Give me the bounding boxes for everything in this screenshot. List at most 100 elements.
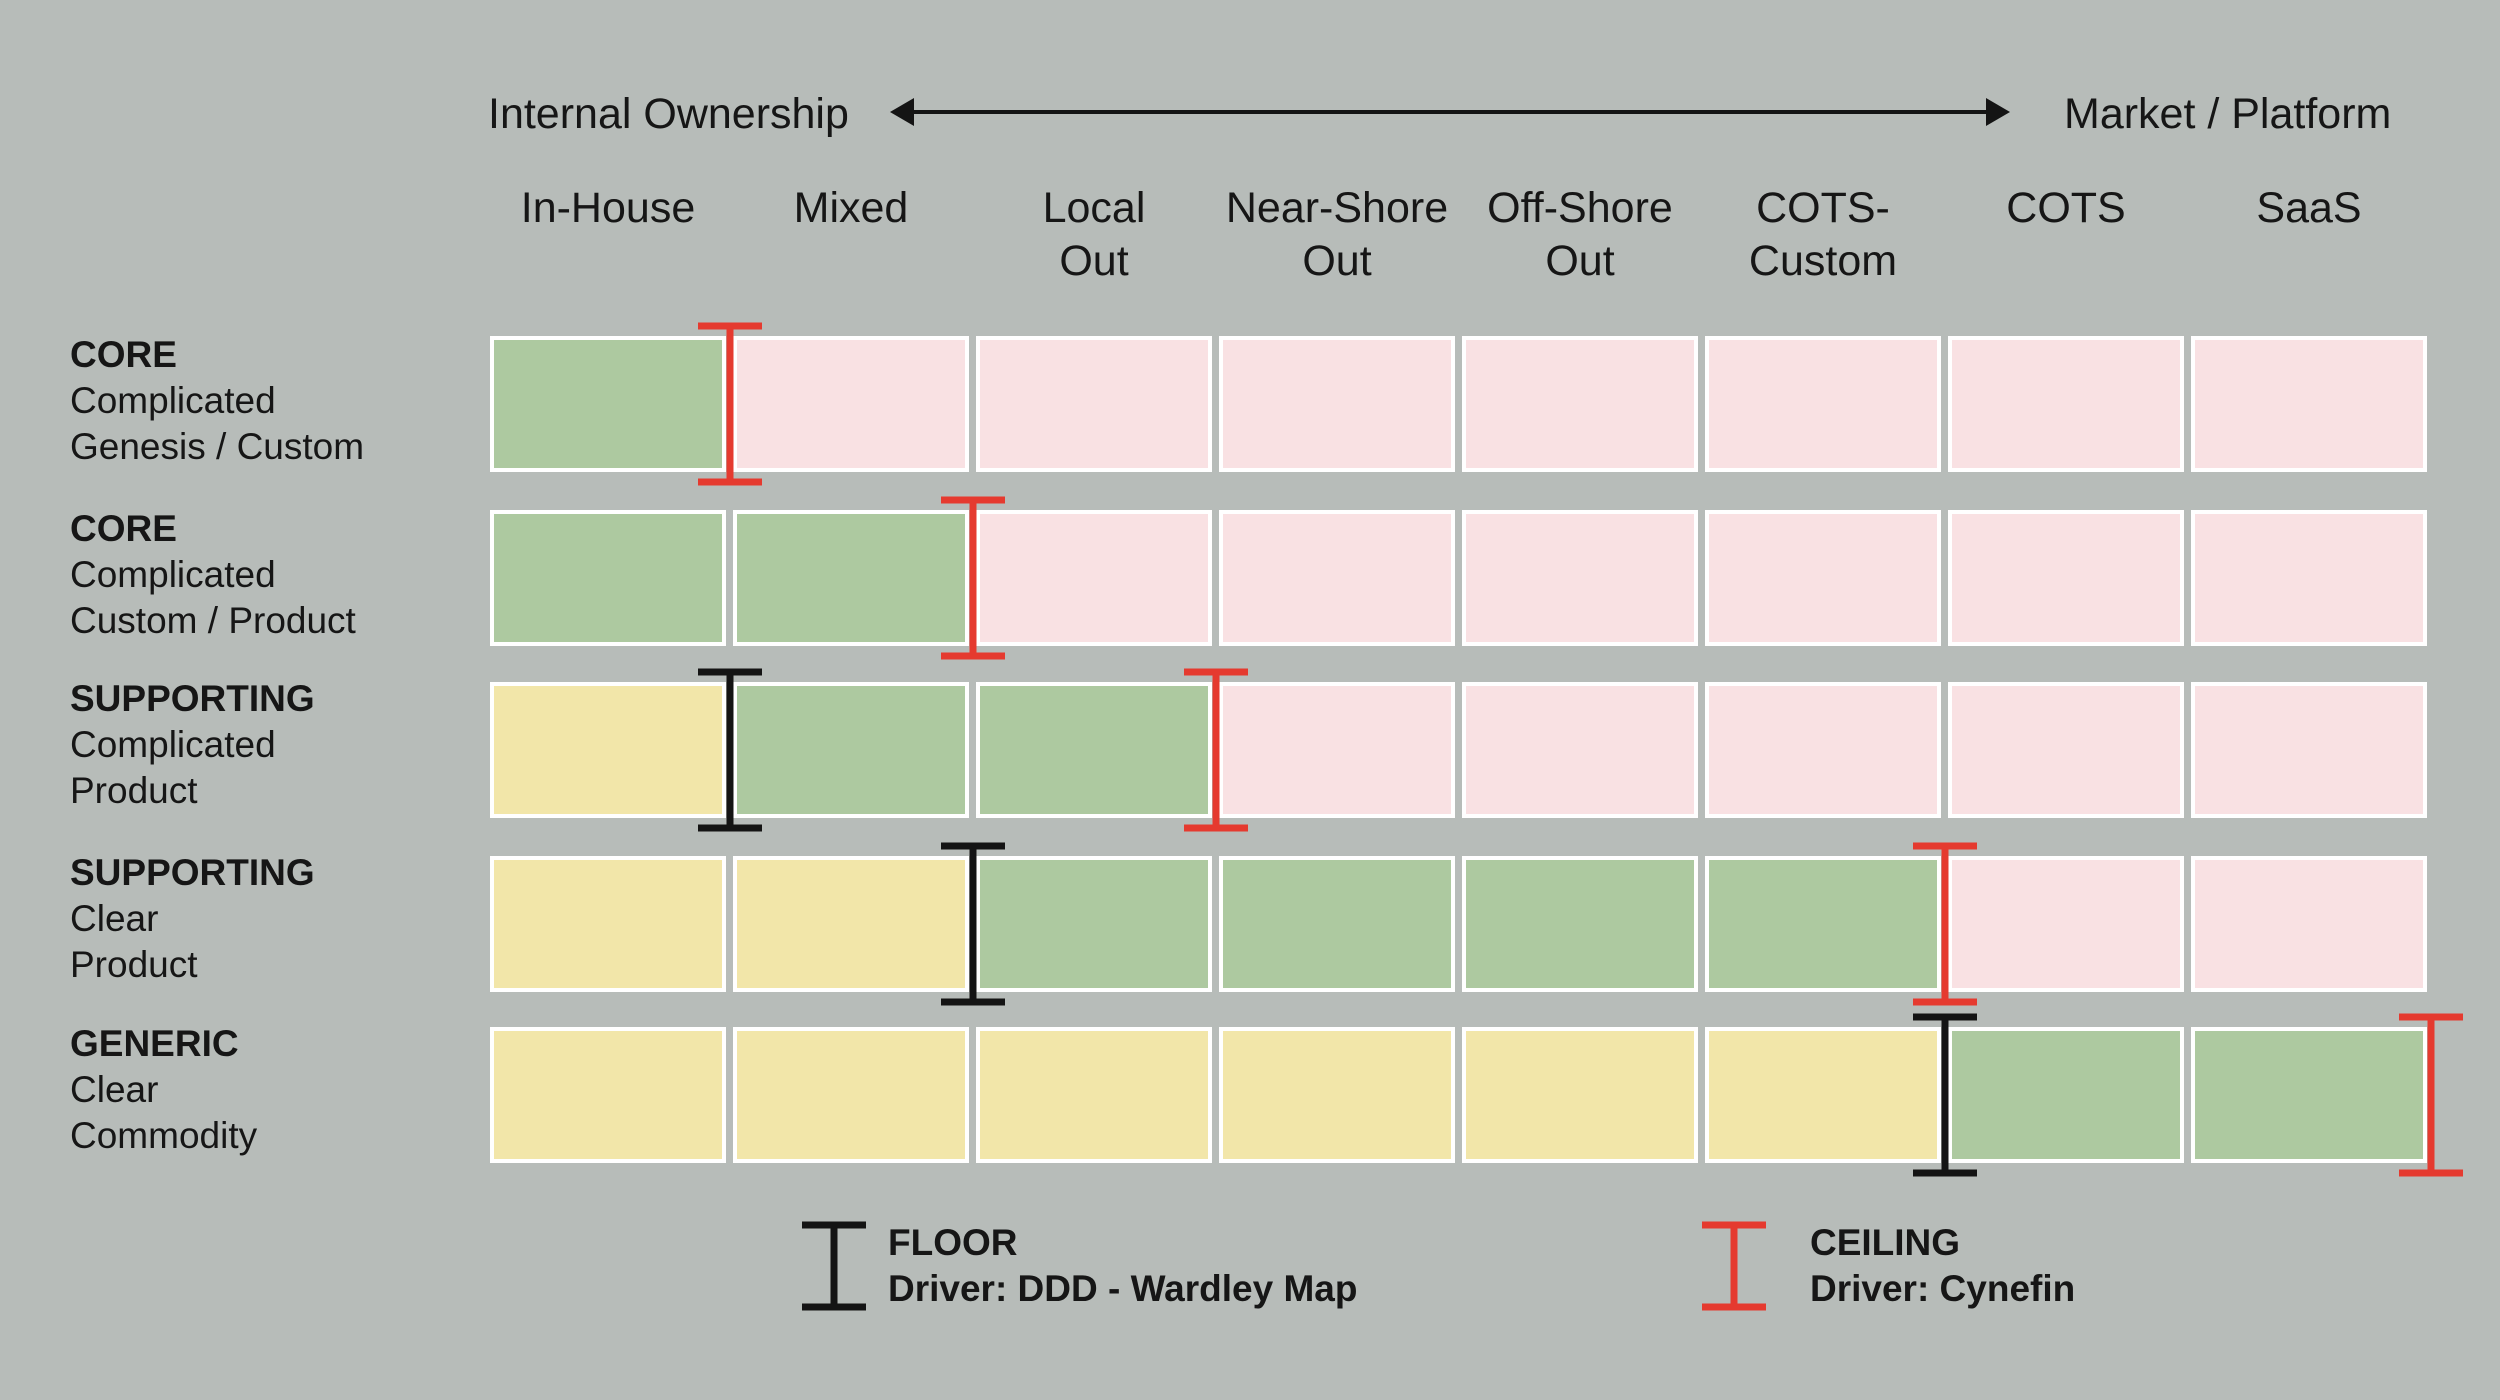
cell-green (1948, 1027, 2184, 1163)
column-header-line2: Custom (1748, 237, 1898, 285)
ceiling-marker-icon (698, 322, 762, 486)
row-label-line3: Custom / Product (70, 600, 356, 641)
column-header-line1: Mixed (793, 184, 909, 232)
row-label-line2: Complicated (70, 380, 276, 421)
row-label-2: SUPPORTING Complicated Product (70, 676, 470, 814)
cell-yellow (1462, 1027, 1698, 1163)
column-header-7: SaaS (2184, 182, 2434, 235)
cell-green (2191, 1027, 2427, 1163)
row-label-line2: Clear (70, 898, 159, 939)
column-header-line1: COTS- (1756, 184, 1890, 232)
row-label-line3: Product (70, 770, 198, 811)
ownership-axis-arrow (890, 98, 2010, 126)
cell-green (976, 682, 1212, 818)
legend-floor-driver: Driver: DDD - Wardley Map (888, 1268, 1358, 1309)
cell-pink (1462, 336, 1698, 472)
column-header-0: In-House (483, 182, 733, 235)
row-label-line3: Genesis / Custom (70, 426, 365, 467)
cell-yellow (976, 1027, 1212, 1163)
legend-ceiling: CEILING Driver: Cynefin (1810, 1220, 2075, 1312)
cell-yellow (490, 1027, 726, 1163)
cell-pink (2191, 682, 2427, 818)
row-label-category: SUPPORTING (70, 852, 315, 893)
ceiling-marker-icon (1184, 668, 1248, 832)
cell-pink (1948, 856, 2184, 992)
cell-pink (1705, 336, 1941, 472)
axis-right-label: Market / Platform (2064, 90, 2392, 138)
axis-left-label: Internal Ownership (488, 90, 849, 138)
column-header-5: COTS- Custom (1698, 182, 1948, 288)
cell-pink (1705, 682, 1941, 818)
cell-green (1219, 856, 1455, 992)
cell-pink (1948, 682, 2184, 818)
row-label-line2: Complicated (70, 554, 276, 595)
row-label-category: GENERIC (70, 1023, 239, 1064)
column-header-2: Local Out (969, 182, 1219, 288)
floor-marker-icon (698, 668, 762, 832)
legend-ceiling-title: CEILING (1810, 1222, 1961, 1263)
cell-green (1705, 856, 1941, 992)
cell-green (1462, 856, 1698, 992)
cell-pink (1219, 682, 1455, 818)
row-label-line2: Complicated (70, 724, 276, 765)
cell-yellow (1219, 1027, 1455, 1163)
column-header-3: Near-Shore Out (1212, 182, 1462, 288)
row-label-category: CORE (70, 334, 177, 375)
legend-ceiling-driver: Driver: Cynefin (1810, 1268, 2076, 1309)
column-header-line2: Out (1545, 237, 1615, 285)
floor-marker-icon (1913, 1013, 1977, 1177)
cell-yellow (490, 856, 726, 992)
column-header-line1: COTS (2006, 184, 2126, 232)
column-header-line1: Off-Shore (1487, 184, 1673, 232)
ceiling-marker-icon (941, 496, 1005, 660)
cell-green (490, 336, 726, 472)
cell-pink (2191, 510, 2427, 646)
column-header-line2: Out (1059, 237, 1129, 285)
cell-pink (2191, 336, 2427, 472)
cell-yellow (490, 682, 726, 818)
column-header-line1: SaaS (2256, 184, 2362, 232)
cell-pink (1948, 336, 2184, 472)
row-label-0: CORE Complicated Genesis / Custom (70, 332, 470, 470)
row-label-line3: Product (70, 944, 198, 985)
legend-floor-title: FLOOR (888, 1222, 1018, 1263)
cell-pink (1219, 336, 1455, 472)
cell-green (490, 510, 726, 646)
cell-pink (1462, 682, 1698, 818)
column-header-line1: Near-Shore (1225, 184, 1449, 232)
cell-green (733, 682, 969, 818)
cell-green (976, 856, 1212, 992)
legend-floor-icon (802, 1221, 866, 1311)
row-label-3: SUPPORTING Clear Product (70, 850, 470, 988)
cell-pink (976, 510, 1212, 646)
column-header-1: Mixed (726, 182, 976, 235)
row-label-4: GENERIC Clear Commodity (70, 1021, 470, 1159)
cell-pink (1948, 510, 2184, 646)
column-header-6: COTS (1941, 182, 2191, 235)
row-label-line2: Clear (70, 1069, 159, 1110)
floor-marker-icon (941, 842, 1005, 1006)
legend-ceiling-icon (1702, 1221, 1766, 1311)
ceiling-marker-icon (1913, 842, 1977, 1006)
row-label-line3: Commodity (70, 1115, 258, 1156)
column-header-4: Off-Shore Out (1455, 182, 1705, 288)
cell-pink (2191, 856, 2427, 992)
row-label-category: SUPPORTING (70, 678, 315, 719)
legend-floor: FLOOR Driver: DDD - Wardley Map (888, 1220, 1357, 1312)
cell-yellow (733, 856, 969, 992)
cell-green (733, 510, 969, 646)
cell-yellow (1705, 1027, 1941, 1163)
row-label-1: CORE Complicated Custom / Product (70, 506, 470, 644)
ceiling-marker-icon (2399, 1013, 2463, 1177)
cell-pink (1705, 510, 1941, 646)
cell-pink (1462, 510, 1698, 646)
column-header-line1: In-House (520, 184, 696, 232)
row-label-category: CORE (70, 508, 177, 549)
column-header-line2: Out (1302, 237, 1372, 285)
cell-yellow (733, 1027, 969, 1163)
cell-pink (1219, 510, 1455, 646)
column-header-line1: Local (1042, 184, 1146, 232)
cell-pink (733, 336, 969, 472)
cell-pink (976, 336, 1212, 472)
